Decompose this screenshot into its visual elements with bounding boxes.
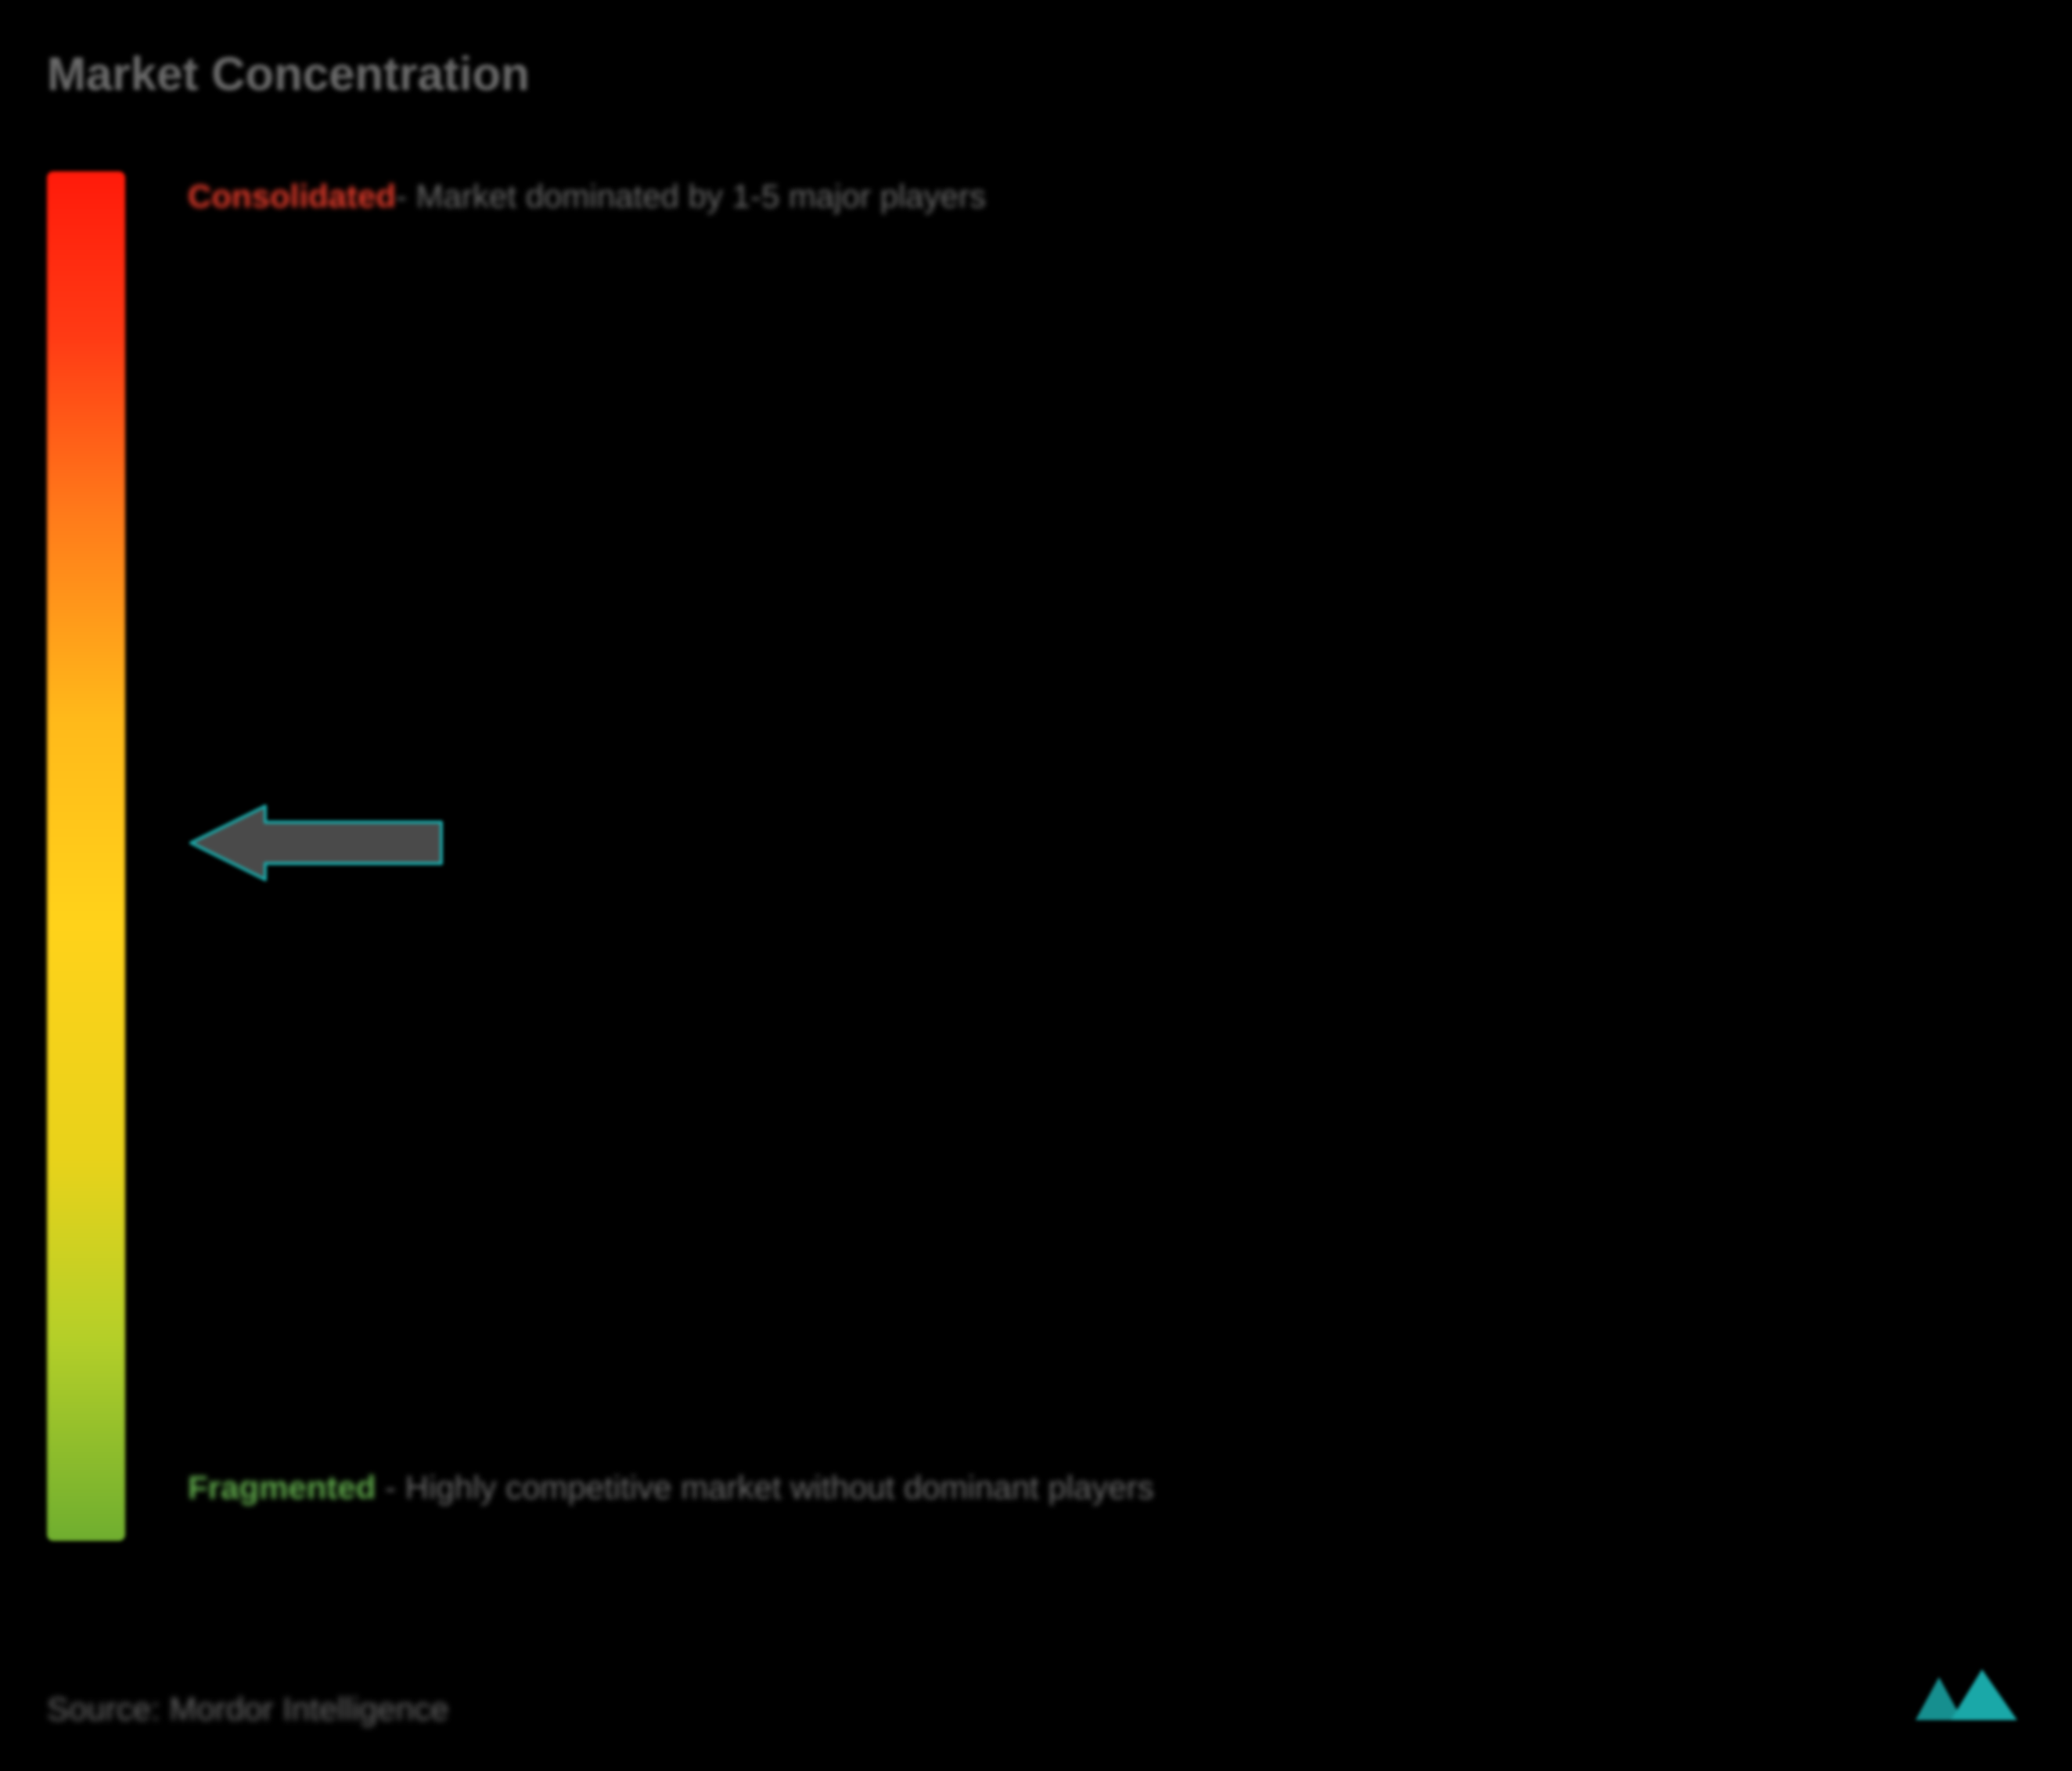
concentration-gradient-bar [47,171,125,1541]
source-prefix: Source: [47,1690,160,1727]
mordor-logo-icon [1908,1665,2025,1728]
fragmented-desc: - Highly competitive market without domi… [376,1469,1153,1506]
market-concentration-card: Market Concentration Consolidated- Marke… [0,0,2072,1771]
footer: Source: Mordor Intelligence [47,1665,2025,1728]
consolidated-keyword: Consolidated [188,178,396,214]
indicator-arrow-wrap [188,800,446,886]
arrow-left-icon [188,800,446,886]
consolidated-label: Consolidated- Market dominated by 1-5 ma… [188,171,986,221]
consolidated-desc: - Market dominated by 1-5 major players [396,178,986,214]
source-name: Mordor Intelligence [169,1690,448,1727]
fragmented-label: Fragmented - Highly competitive market w… [188,1458,1154,1517]
labels-column: Consolidated- Market dominated by 1-5 ma… [188,171,2025,1541]
chart-title: Market Concentration [47,47,2025,101]
fragmented-keyword: Fragmented [188,1469,376,1506]
source-attribution: Source: Mordor Intelligence [47,1690,449,1728]
content-row: Consolidated- Market dominated by 1-5 ma… [47,171,2025,1541]
